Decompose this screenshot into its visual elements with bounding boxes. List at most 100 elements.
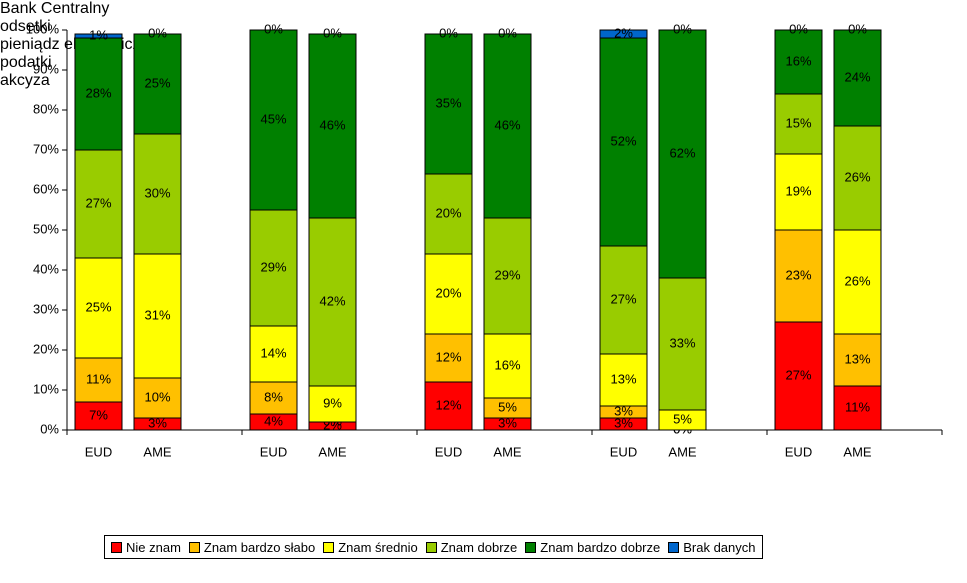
bar-segment — [833, 385, 882, 431]
legend-item: Brak danych — [668, 539, 756, 555]
value-label: 27% — [85, 195, 111, 210]
legend-label: Znam bardzo słabo — [203, 539, 316, 555]
bar-segment — [833, 125, 882, 231]
value-label: 46% — [319, 117, 345, 132]
value-label: 0% — [439, 25, 458, 40]
legend-item: Znam dobrze — [425, 539, 518, 555]
legend-label: Brak danych — [683, 539, 756, 555]
bar-segment — [133, 377, 182, 419]
group-label: Bank Centralny — [0, 0, 110, 17]
value-label: 0% — [323, 25, 342, 40]
legend-label: Znam dobrze — [440, 539, 518, 555]
legend-swatch — [425, 541, 437, 553]
value-label: 29% — [494, 267, 520, 282]
legend-item: Znam bardzo słabo — [188, 539, 316, 555]
group-label: akcyza — [0, 72, 50, 89]
bar-segment — [599, 37, 648, 247]
bar-segment — [774, 93, 823, 155]
value-label: 29% — [260, 259, 286, 274]
value-label: 35% — [435, 95, 461, 110]
y-tick-label: 60% — [33, 181, 59, 196]
value-label: 30% — [144, 185, 170, 200]
value-label: 3% — [614, 415, 633, 430]
value-label: 7% — [89, 407, 108, 422]
legend-swatch — [323, 541, 335, 553]
bar-segment — [774, 153, 823, 231]
value-label: 15% — [785, 115, 811, 130]
value-label: 16% — [494, 357, 520, 372]
group-label: podatki — [0, 54, 52, 71]
value-label: 0% — [148, 25, 167, 40]
value-label: 3% — [498, 415, 517, 430]
value-label: 9% — [323, 395, 342, 410]
bar-segment — [833, 229, 882, 335]
value-label: 52% — [610, 133, 636, 148]
bar-segment — [249, 209, 298, 327]
bar-segment — [599, 29, 648, 39]
bar-segment — [74, 149, 123, 259]
value-label: 3% — [614, 403, 633, 418]
value-label: 12% — [435, 397, 461, 412]
value-label: 8% — [264, 389, 283, 404]
bar-segment — [599, 245, 648, 355]
value-label: 20% — [435, 285, 461, 300]
bar-segment — [424, 253, 473, 335]
value-label: 24% — [844, 69, 870, 84]
value-label: 4% — [264, 413, 283, 428]
value-label: 26% — [844, 273, 870, 288]
bar-segment — [249, 29, 298, 211]
value-label: 42% — [319, 293, 345, 308]
legend-label: Znam bardzo dobrze — [540, 539, 661, 555]
bar-segment — [833, 333, 882, 387]
value-label: 1% — [89, 27, 108, 42]
bar-segment — [308, 33, 357, 219]
value-label: 13% — [610, 371, 636, 386]
y-tick-label: 0% — [40, 421, 59, 436]
x-tick-label: AME — [493, 444, 522, 459]
value-label: 0% — [498, 25, 517, 40]
value-label: 23% — [785, 267, 811, 282]
value-label: 45% — [260, 111, 286, 126]
bar-segment — [483, 217, 532, 335]
value-label: 28% — [85, 85, 111, 100]
value-label: 26% — [844, 169, 870, 184]
x-tick-label: AME — [668, 444, 697, 459]
legend-label: Znam średnio — [338, 539, 418, 555]
x-tick-label: EUD — [85, 444, 112, 459]
bar-segment — [249, 325, 298, 383]
x-tick-label: EUD — [785, 444, 812, 459]
bar-segment — [74, 33, 123, 39]
legend-swatch — [668, 541, 680, 553]
x-tick-label: AME — [843, 444, 872, 459]
bar-segment — [658, 29, 707, 279]
value-label: 0% — [264, 21, 283, 36]
value-label: 46% — [494, 117, 520, 132]
value-label: 25% — [85, 299, 111, 314]
bar-segment — [308, 217, 357, 387]
legend-swatch — [188, 541, 200, 553]
value-label: 11% — [86, 371, 111, 386]
value-label: 0% — [789, 21, 808, 36]
value-label: 62% — [669, 145, 695, 160]
value-label: 10% — [144, 389, 170, 404]
value-label: 16% — [785, 53, 811, 68]
value-label: 0% — [848, 21, 867, 36]
value-label: 31% — [144, 307, 170, 322]
legend: Nie znam Znam bardzo słabo Znam średnio Zna… — [104, 535, 763, 559]
group-label: odsetki — [0, 18, 51, 35]
value-label: 33% — [669, 335, 695, 350]
legend-item: Znam średnio — [323, 539, 418, 555]
x-tick-label: EUD — [610, 444, 637, 459]
legend-swatch — [525, 541, 537, 553]
legend-label: Nie znam — [126, 539, 181, 555]
bar-segment — [133, 253, 182, 379]
bar-segment — [833, 29, 882, 127]
value-label: 5% — [673, 411, 692, 426]
y-tick-label: 100% — [26, 21, 60, 36]
value-label: 5% — [498, 399, 517, 414]
value-label: 27% — [610, 291, 636, 306]
y-tick-label: 50% — [33, 221, 59, 236]
bar-segment — [658, 277, 707, 411]
y-tick-label: 70% — [33, 141, 59, 156]
